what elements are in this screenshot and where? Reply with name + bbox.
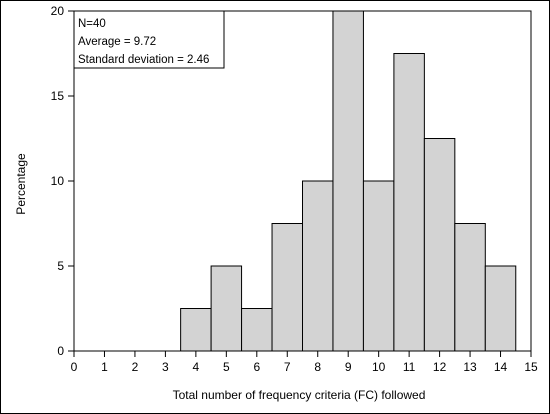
bar-14 xyxy=(484,265,517,352)
stats-n: N=40 xyxy=(78,18,106,30)
bar-9 xyxy=(332,10,364,352)
x-tick-label-3: 3 xyxy=(162,360,169,374)
x-tick-label-4: 4 xyxy=(193,360,200,374)
x-ticks-group: 0 1 2 3 4 5 6 7 8 9 10 11 12 13 14 15 xyxy=(71,351,538,374)
bar-13 xyxy=(454,223,486,352)
y-tick-label-20: 20 xyxy=(51,4,65,18)
x-tick-label-1: 1 xyxy=(101,360,108,374)
bar-8 xyxy=(302,180,334,352)
y-tick-label-0: 0 xyxy=(57,344,64,358)
x-tick-label-8: 8 xyxy=(314,360,321,374)
bar-11 xyxy=(393,53,425,352)
x-tick-label-7: 7 xyxy=(284,360,291,374)
x-axis-label: Total number of frequency criteria (FC) … xyxy=(173,388,426,402)
x-tick-label-5: 5 xyxy=(223,360,230,374)
x-tick-label-11: 11 xyxy=(403,360,416,374)
bars-group xyxy=(180,10,517,352)
x-tick-label-15: 15 xyxy=(524,360,538,374)
stats-average: Average = 9.72 xyxy=(78,36,156,48)
stats-box-border xyxy=(73,10,225,69)
bar-12 xyxy=(423,138,456,352)
y-tick-label-5: 5 xyxy=(57,259,64,273)
x-tick-label-10: 10 xyxy=(372,360,386,374)
bar-7 xyxy=(271,223,303,352)
bar-6 xyxy=(241,308,273,352)
bar-5 xyxy=(210,265,243,352)
x-tick-label-2: 2 xyxy=(132,360,139,374)
bar-4 xyxy=(180,308,212,352)
stats-box: N=40 Average = 9.72 Standard deviation =… xyxy=(73,10,225,69)
x-tick-label-14: 14 xyxy=(494,360,508,374)
y-tick-label-15: 15 xyxy=(51,89,65,103)
y-axis-label: Percentage xyxy=(14,153,28,215)
y-tick-label-10: 10 xyxy=(51,174,65,188)
x-tick-label-6: 6 xyxy=(253,360,260,374)
y-ticks-group: 0 5 10 15 20 xyxy=(51,4,74,358)
x-tick-label-12: 12 xyxy=(433,360,447,374)
x-tick-label-0: 0 xyxy=(71,360,78,374)
x-tick-label-9: 9 xyxy=(345,360,352,374)
bar-10 xyxy=(362,180,395,352)
stats-std-dev: Standard deviation = 2.46 xyxy=(78,54,209,66)
x-tick-label-13: 13 xyxy=(463,360,477,374)
